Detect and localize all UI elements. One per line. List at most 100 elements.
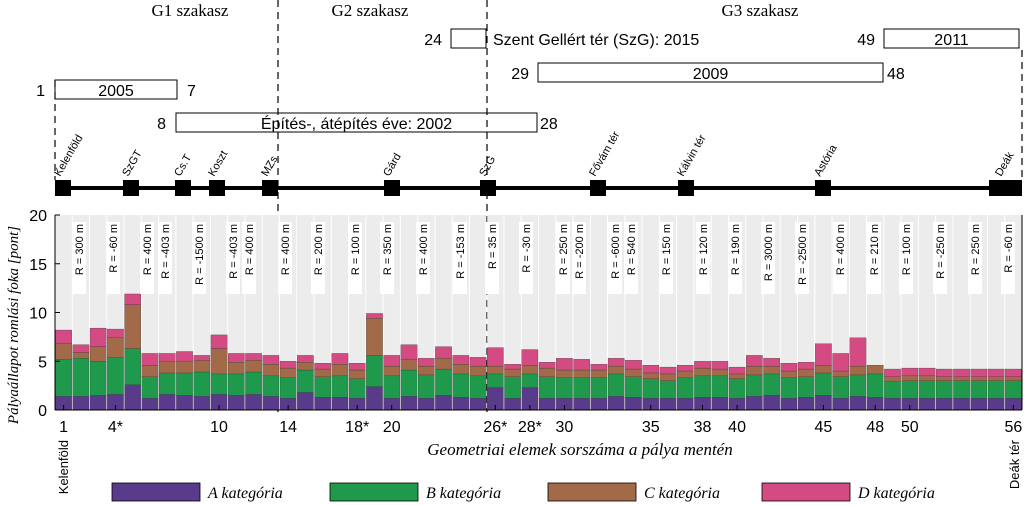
- radius-label: R = 210 m: [869, 224, 881, 275]
- bar-segment: [780, 377, 798, 399]
- bar-segment: [400, 369, 418, 397]
- bar-segment: [245, 371, 262, 395]
- bar-segment: [676, 364, 694, 372]
- bar-segment: [849, 396, 867, 411]
- bar-segment: [970, 376, 988, 381]
- radius-label-box: [761, 222, 775, 294]
- bar-segment: [141, 376, 159, 399]
- radius-label-box: [933, 222, 947, 294]
- bar-segment: [141, 364, 159, 377]
- legend-label: A kategória: [207, 485, 283, 502]
- bar-segment: [124, 348, 141, 385]
- radius-label: R = 200 m: [313, 224, 325, 275]
- bar-segment: [314, 397, 331, 411]
- bar-segment: [538, 367, 556, 378]
- station-label: MZs: [259, 154, 280, 179]
- bar-segment: [711, 368, 729, 377]
- bar-segment: [1005, 380, 1022, 399]
- bar-segment: [124, 293, 141, 305]
- bar-segment: [245, 353, 262, 361]
- bar-segment: [487, 365, 504, 375]
- bar-segment: [953, 380, 970, 399]
- bar-segment: [918, 375, 936, 381]
- bar-segment: [193, 360, 211, 373]
- x-tick-label: 50: [901, 419, 919, 436]
- legend-swatch: [547, 482, 637, 502]
- radius-label-box: [72, 222, 86, 294]
- station-label: SzGT: [120, 148, 145, 179]
- bar-background: [884, 215, 901, 410]
- x-tick-label: 18*: [345, 419, 369, 436]
- radius-label: R = 120 m: [698, 224, 710, 275]
- timeline-start-label: 1: [36, 83, 45, 100]
- legend-label: C kategória: [644, 485, 720, 502]
- radius-label: R = 300 m: [74, 224, 86, 275]
- bar-segment: [659, 380, 677, 399]
- bar-background: [642, 215, 659, 410]
- bar-segment: [452, 364, 470, 375]
- bar-segment: [262, 355, 280, 365]
- bar-segment: [573, 369, 590, 378]
- station-marker: [123, 180, 139, 196]
- bar-background: [780, 215, 798, 410]
- bar-segment: [711, 397, 729, 411]
- legend-swatch: [111, 482, 201, 502]
- chart-axes: 0 5 10 15 20 Pályaállapot romlási foka [pont]…: [6, 208, 1023, 494]
- bar-segment: [832, 376, 849, 399]
- bar-segment: [366, 318, 383, 356]
- bar-segment: [383, 375, 401, 399]
- bar-segment: [210, 348, 228, 375]
- bar-segment: [469, 357, 487, 367]
- x-tick-label: 4*: [108, 419, 123, 436]
- bar-segment: [504, 364, 521, 370]
- timeline-start-label: 24: [424, 32, 442, 49]
- bar-segment: [89, 327, 107, 347]
- radius-label-box: [696, 222, 710, 294]
- bar-background: [953, 215, 970, 410]
- radius-label: R = 400 m: [142, 224, 154, 275]
- bar-segment: [797, 362, 815, 370]
- station-marker: [815, 180, 831, 196]
- bar-segment: [711, 361, 729, 370]
- bar-segment: [797, 368, 815, 377]
- timeline-label: 2005: [98, 83, 134, 100]
- bar-segment: [469, 375, 487, 399]
- radius-label: R = 250 m: [970, 224, 982, 275]
- bar-segment: [228, 362, 245, 375]
- bar-segment: [193, 396, 211, 411]
- bar-segment: [158, 353, 176, 362]
- bar-segment: [953, 398, 970, 411]
- bar-segment: [55, 329, 72, 344]
- bar-segment: [538, 362, 556, 369]
- bar-segment: [383, 355, 401, 367]
- bar-segment: [383, 365, 401, 377]
- bar-segment: [832, 353, 849, 372]
- radius-label-box: [867, 222, 881, 294]
- bar-segment: [89, 361, 107, 396]
- radius-label: R = -2500 m: [797, 224, 809, 285]
- station-label: Kelenföld: [52, 133, 85, 179]
- bar-segment: [400, 396, 418, 411]
- bar-segment: [763, 373, 780, 396]
- radius-label: R = -200 m: [574, 224, 586, 279]
- bar-background: [677, 215, 694, 410]
- timeline-box: [450, 28, 487, 49]
- y-tick-label: 10: [29, 306, 47, 323]
- bar-segment: [659, 366, 677, 375]
- radius-label-box: [519, 222, 533, 294]
- radius-label: R = 400 m: [280, 224, 292, 275]
- bar-segment: [901, 375, 919, 381]
- bar-segment: [193, 371, 211, 397]
- bar-segment: [124, 304, 141, 349]
- timeline-box: [54, 79, 178, 100]
- bar-segment: [884, 376, 901, 382]
- bar-background: [539, 215, 556, 410]
- radius-label: R = 250 m: [558, 224, 570, 275]
- end-label-left: Kelenföld: [56, 440, 71, 494]
- bar-segment: [694, 361, 711, 369]
- radius-label-box: [899, 222, 913, 294]
- end-label-right: Deák tér: [1007, 439, 1022, 489]
- bar-segment: [158, 394, 176, 411]
- bar-segment: [849, 374, 867, 397]
- y-tick-label: 0: [38, 403, 47, 420]
